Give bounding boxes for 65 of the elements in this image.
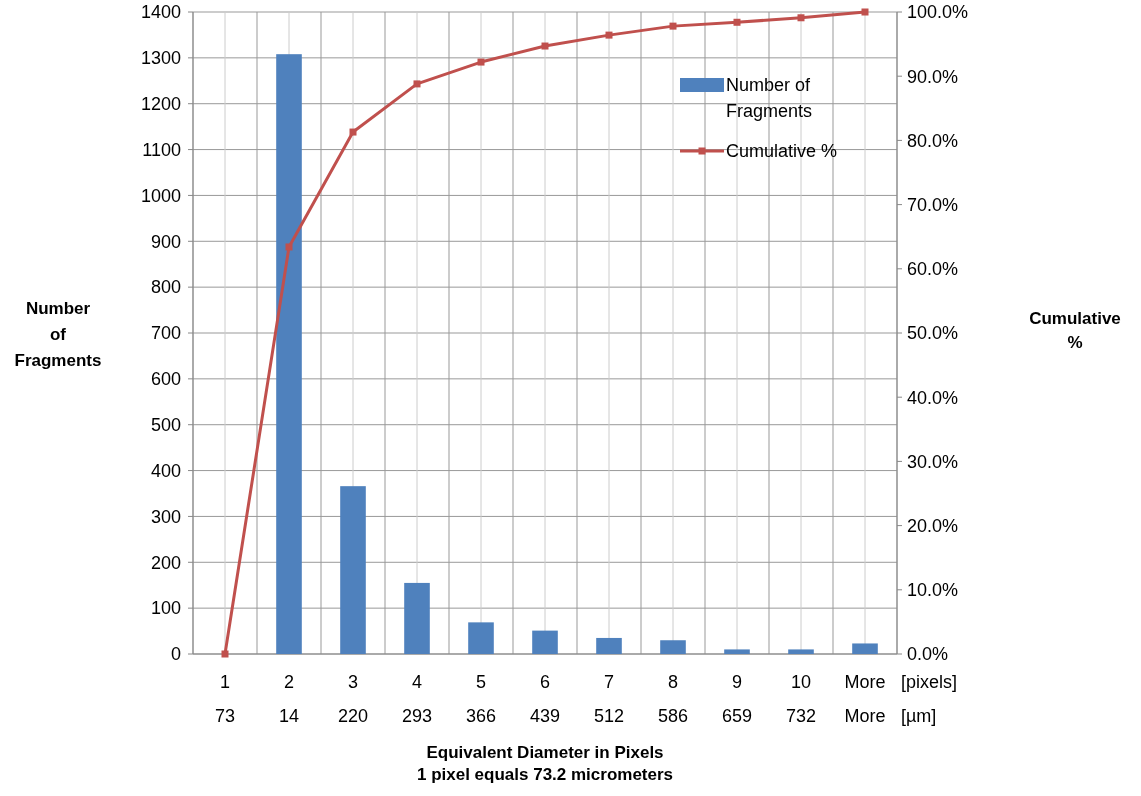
point [861,8,869,16]
bar [852,643,878,654]
point [669,22,677,30]
y-tick-label: 100 [150,598,181,619]
y-tick-label: 0 [170,644,181,665]
x-tick-label: 6 439 [529,672,561,726]
point [413,80,421,88]
x-tick-label: 4 293 [401,672,433,726]
y-tick-label: 1200 [140,94,181,115]
y-tick-label: 1300 [140,48,181,69]
y-tick-label: 1400 [140,2,181,23]
x-tick-label: More More [844,672,886,726]
y-tick-label: 300 [150,506,181,527]
bar [724,649,750,654]
y-tick-label: 500 [150,415,181,436]
x-tick-label: 8 586 [657,672,689,726]
y2-tick-label: 60.0% [907,259,959,280]
y-tick-label: 1100 [142,139,181,160]
bar [660,640,686,654]
point [221,650,229,658]
y2-tick-label: 70.0% [907,194,959,215]
point [797,14,805,22]
bar [340,486,366,654]
bar [404,582,430,654]
y-tick-label: 700 [150,323,181,344]
y2-tick-label: 40.0% [907,387,959,408]
y2-tick-label: 10.0% [907,580,959,601]
legend-label: Number of Fragments [726,75,813,121]
bar [788,649,814,654]
y2-tick-label: 30.0% [907,451,959,472]
y2-tick-label: 80.0% [907,130,959,151]
y2-tick-label: 90.0% [907,66,959,87]
y2-axis-title: Cumulative % [1029,309,1121,352]
x-axis-title: Equivalent Diameter in Pixels 1 pixel equals 73.2 micrometers [416,743,674,784]
point [349,128,357,136]
x-tick-label: 3 220 [337,672,369,726]
bar [596,637,622,654]
x-tick-label: 1 73 [214,672,236,726]
point [605,31,613,39]
x-tick-label: 10 732 [785,672,817,726]
y2-tick-label: 0.0% [907,644,949,665]
y-tick-label: 900 [150,231,181,252]
text: [µm] [901,706,937,726]
y-tick-label: 1000 [140,185,181,206]
y2-tick-label: 100.0% [907,2,969,23]
y-tick-label: 400 [150,460,181,481]
bar [276,54,302,654]
legend-label: Cumulative % [726,141,838,161]
text: [pixels] [901,672,958,692]
x-tick-label: 7 512 [593,672,625,726]
y-axis-title: Number of Fragments [14,299,102,370]
y-tick-label: 600 [150,369,181,390]
x-tick-label: 5 366 [465,672,497,726]
bar [532,630,558,654]
x-tick-label: 2 14 [278,672,300,726]
x-tick-label: 9 659 [721,672,753,726]
y2-tick-label: 50.0% [907,323,959,344]
point [285,243,293,251]
y-tick-label: 200 [150,552,181,573]
point [733,18,741,26]
point [541,42,549,50]
point [477,58,485,66]
y-tick-label: 800 [150,277,181,298]
y2-tick-label: 20.0% [907,515,959,536]
bar [468,622,494,654]
